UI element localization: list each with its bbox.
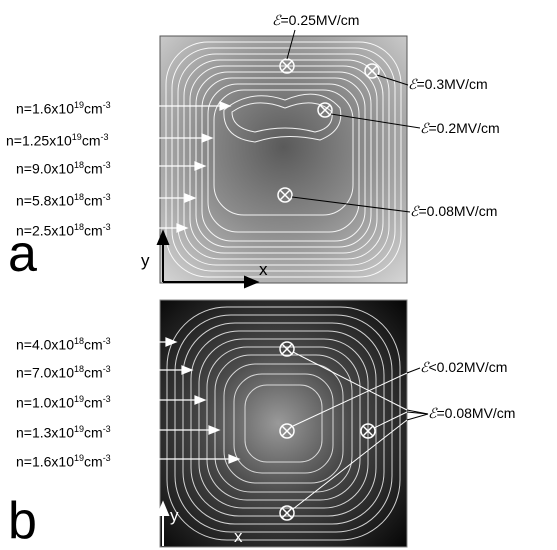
panel-a-density-label: n=1.6x1019cm-3 xyxy=(16,100,111,117)
panel-a-letter: a xyxy=(8,225,37,283)
panel-b-density-label: n=7.0x1018cm-3 xyxy=(16,364,111,381)
panel-b-field-label: ℰ=0.08MV/cm xyxy=(428,405,516,422)
panel-b-field-label: ℰ<0.02MV/cm xyxy=(420,359,508,376)
panel-a-density-label: n=9.0x1018cm-3 xyxy=(16,160,111,177)
panel-a-map xyxy=(155,29,421,289)
panel-a-density-label: n=1.25x1019cm-3 xyxy=(6,132,109,149)
panel-b-density-label: n=4.0x1018cm-3 xyxy=(16,336,111,353)
panel-a-field-label: ℰ=0.3MV/cm xyxy=(408,76,488,93)
panel-b-x-axis-label: x xyxy=(234,527,243,546)
panel-b-letter: b xyxy=(8,492,37,550)
panel-a-x-axis-label: x xyxy=(259,260,268,279)
panel-a-field-label: ℰ=0.2MV/cm xyxy=(420,120,500,137)
panel-a-y-axis-label: y xyxy=(141,251,150,270)
panel-a-density-label: n=5.8x1018cm-3 xyxy=(16,192,111,209)
panel-a-field-label: ℰ=0.08MV/cm xyxy=(410,203,498,220)
panel-b-density-label: n=1.0x1019cm-3 xyxy=(16,394,111,411)
panel-b-density-label: n=1.3x1019cm-3 xyxy=(16,424,111,441)
panel-a-field-markers xyxy=(277,58,380,203)
panel-b-field-markers xyxy=(279,341,376,521)
panel-b-density-label: n=1.6x1019cm-3 xyxy=(16,453,111,470)
panel-a-density-label: n=2.5x1018cm-3 xyxy=(16,222,111,239)
panel-a-field-label: ℰ=0.25MV/cm xyxy=(272,12,360,29)
panel-b-map xyxy=(148,299,429,548)
panel-b-y-axis-label: y xyxy=(170,506,179,525)
